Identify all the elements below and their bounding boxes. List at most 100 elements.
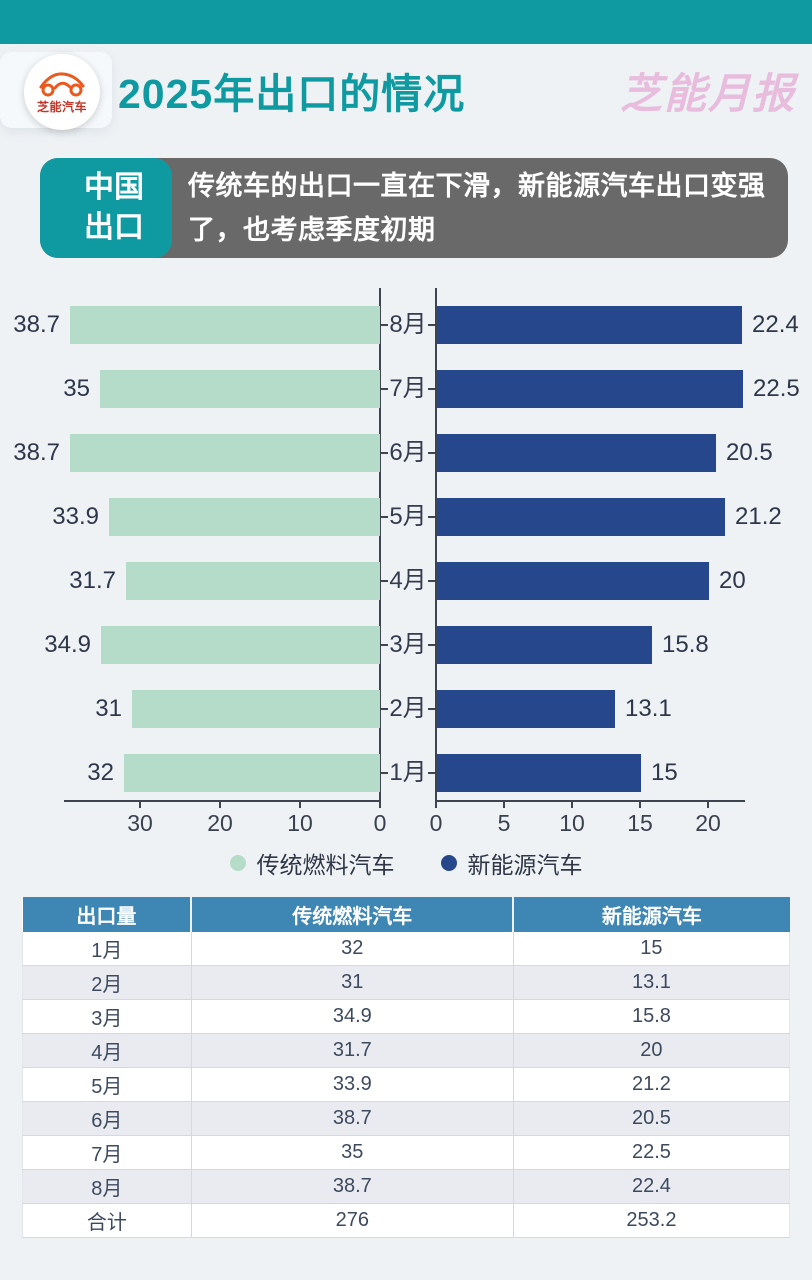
- bar-traditional: [101, 626, 380, 664]
- month-label: 1月: [389, 759, 427, 786]
- right-chart-x-axis: [435, 800, 745, 802]
- month-label: 6月: [389, 439, 427, 466]
- table-cell: 35: [190, 1135, 514, 1170]
- callout-box: 中国 出口 传统车的出口一直在下滑，新能源汽车出口变强了，也考虑季度初期: [40, 158, 788, 258]
- table-row: 5月 33.9 21.2: [22, 1067, 791, 1102]
- month-label: 3月: [389, 631, 427, 658]
- bar-value-nev: 15: [651, 759, 678, 786]
- left-x-tick-label: 0: [373, 810, 387, 836]
- table-cell: 31.7: [190, 1033, 514, 1068]
- table-cell: 38.7: [190, 1101, 514, 1136]
- right-axis-tick: [428, 452, 435, 454]
- left-x-tick-label: 10: [287, 810, 313, 836]
- bar-value-traditional: 38.7: [13, 439, 60, 466]
- table-cell: 20: [512, 1033, 791, 1068]
- table-header-cell: 新能源汽车: [512, 897, 790, 932]
- left-axis-tick: [381, 452, 388, 454]
- table-row: 8月 38.7 22.4: [22, 1169, 791, 1204]
- bar-value-traditional: 31.7: [69, 567, 116, 594]
- bar-traditional: [109, 498, 380, 536]
- right-x-tick: [503, 800, 505, 808]
- bar-nev: [437, 434, 716, 472]
- legend-dot-traditional: [229, 855, 246, 871]
- left-x-tick: [379, 800, 381, 808]
- left-x-tick-label: 30: [127, 810, 153, 836]
- table-row: 7月 35 22.5: [22, 1135, 791, 1170]
- legend-label-nev: 新能源汽车: [467, 852, 583, 878]
- table-cell: 1月: [22, 932, 192, 966]
- bar-nev: [437, 306, 742, 344]
- left-axis-tick: [381, 324, 388, 326]
- table-cell: 21.2: [512, 1067, 791, 1102]
- right-x-tick-label: 0: [429, 810, 443, 836]
- right-x-tick-label: 20: [695, 810, 721, 836]
- table-cell: 253.2: [512, 1203, 791, 1238]
- table-cell: 34.9: [190, 999, 514, 1034]
- legend-label-traditional: 传统燃料汽车: [256, 852, 395, 878]
- table-cell: 22.5: [512, 1135, 791, 1170]
- table-row: 6月 38.7 20.5: [22, 1101, 791, 1136]
- legend-item-nev: 新能源汽车: [440, 846, 583, 880]
- table-cell: 5月: [22, 1067, 192, 1102]
- right-x-tick-label: 5: [497, 810, 511, 836]
- bar-value-traditional: 38.7: [13, 311, 60, 338]
- right-x-tick-label: 10: [559, 810, 585, 836]
- right-axis-tick: [428, 516, 435, 518]
- bar-nev: [437, 626, 652, 664]
- table-cell: 4月: [22, 1033, 192, 1068]
- table-cell: 32: [190, 932, 514, 966]
- bar-traditional: [124, 754, 380, 792]
- left-x-tick: [139, 800, 141, 808]
- bar-traditional: [126, 562, 380, 600]
- right-axis-tick: [428, 388, 435, 390]
- left-axis-tick: [381, 644, 388, 646]
- bar-value-traditional: 33.9: [52, 503, 99, 530]
- right-x-tick: [435, 800, 437, 808]
- left-x-tick: [299, 800, 301, 808]
- bar-value-nev: 22.5: [753, 375, 800, 402]
- month-label: 7月: [389, 375, 427, 402]
- table-row: 1月 32 15: [22, 932, 791, 966]
- bar-value-traditional: 34.9: [44, 631, 91, 658]
- table-cell: 8月: [22, 1169, 192, 1204]
- table-cell: 33.9: [190, 1067, 514, 1102]
- logo-label: 芝能汽车: [36, 99, 87, 114]
- bar-nev: [437, 754, 641, 792]
- right-x-tick: [571, 800, 573, 808]
- legend-dot-nev: [440, 855, 457, 871]
- bar-value-nev: 20.5: [726, 439, 773, 466]
- bar-value-nev: 20: [719, 567, 746, 594]
- table-cell: 2月: [22, 965, 192, 1000]
- table-cell: 20.5: [512, 1101, 791, 1136]
- bar-nev: [437, 690, 615, 728]
- table-cell: 合计: [22, 1203, 192, 1238]
- table-cell: 6月: [22, 1101, 192, 1136]
- table-header-cell: 出口量: [22, 897, 192, 932]
- table-row: 2月 31 13.1: [22, 965, 791, 1000]
- table-cell: 15.8: [512, 999, 791, 1034]
- left-x-tick-label: 20: [207, 810, 233, 836]
- month-label: 5月: [389, 503, 427, 530]
- left-axis-tick: [381, 708, 388, 710]
- mirrored-bar-chart: 38.7 22.4 8月 35 22.5 7月 38.7 20.5 6月 33.9 21.2 5月 31…: [0, 288, 812, 846]
- callout-badge-line1: 中国: [84, 171, 144, 204]
- right-axis-tick: [428, 644, 435, 646]
- right-x-tick: [707, 800, 709, 808]
- right-x-tick-label: 15: [627, 810, 653, 836]
- right-x-tick: [639, 800, 641, 808]
- page-title: 2025年出口的情况: [118, 71, 466, 117]
- car-icon: [39, 71, 85, 96]
- bar-value-nev: 22.4: [752, 311, 799, 338]
- bar-traditional: [132, 690, 380, 728]
- right-axis-tick: [428, 580, 435, 582]
- right-axis-tick: [428, 324, 435, 326]
- table-cell: 22.4: [512, 1169, 791, 1204]
- bar-traditional: [70, 306, 380, 344]
- bar-nev: [437, 498, 725, 536]
- month-label: 8月: [389, 311, 427, 338]
- callout-badge: 中国 出口: [40, 158, 172, 258]
- left-chart-y-axis: [379, 288, 381, 802]
- bar-value-traditional: 31: [95, 695, 122, 722]
- callout-text: 传统车的出口一直在下滑，新能源汽车出口变强了，也考虑季度初期: [188, 171, 766, 245]
- chart-legend: 传统燃料汽车 新能源汽车: [0, 846, 812, 880]
